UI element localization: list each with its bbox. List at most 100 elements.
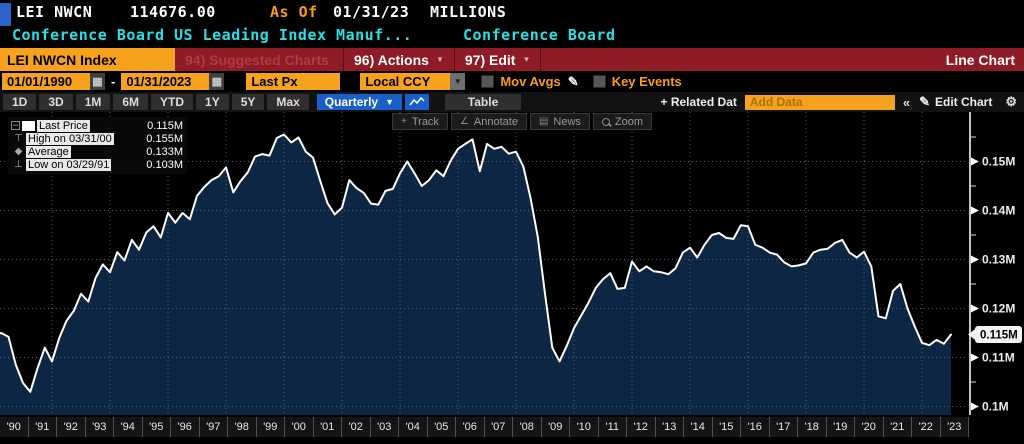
y-axis-tick-arrow: [971, 255, 979, 264]
high-marker-icon: ⊤: [14, 133, 23, 144]
chevron-down-icon: ▼: [522, 55, 531, 64]
date-from-input[interactable]: 01/01/1990: [2, 73, 90, 90]
key-events-checkbox[interactable]: [592, 75, 606, 88]
news-label: News: [553, 115, 581, 128]
legend-label: High on 03/31/00: [26, 132, 114, 145]
track-label: Track: [411, 115, 439, 128]
y-axis-tick-arrow: [971, 304, 979, 313]
x-axis-year-label: '16: [741, 417, 770, 437]
y-axis-tick-arrow: [971, 157, 979, 166]
legend-value: 0.115M: [147, 119, 183, 132]
gear-icon[interactable]: ⚙: [1005, 94, 1017, 109]
calendar-icon[interactable]: ▦: [209, 73, 225, 90]
currency-select[interactable]: Local CCY: [360, 73, 451, 90]
key-events-label: Key Events: [611, 74, 682, 89]
suggested-charts-menu[interactable]: 94) Suggested Charts: [175, 48, 344, 71]
range-button-1m[interactable]: 1M: [75, 94, 111, 110]
zoom-button[interactable]: Zoom: [592, 113, 653, 130]
pencil-icon: ✎: [919, 94, 930, 109]
x-axis: '90'91'92'93'94'95'96'97'98'99'00'01'02 '…: [0, 417, 969, 437]
x-axis-year-label: '23: [940, 417, 969, 437]
data-source: Conference Board: [463, 26, 616, 44]
period-value: Quarterly: [324, 95, 379, 109]
calendar-glyph: ▦: [211, 76, 223, 88]
period-select[interactable]: Quarterly ▼: [316, 94, 403, 110]
range-button-5y[interactable]: 5Y: [231, 94, 265, 110]
security-header: LEI NWCN 114676.00 As Of 01/31/23 MILLIO…: [0, 0, 1024, 48]
collapse-panel-button[interactable]: «: [902, 94, 911, 110]
date-range-separator: -: [111, 74, 116, 89]
date-to-input[interactable]: 01/31/2023: [121, 73, 210, 90]
as-of-date: 01/31/23: [333, 3, 410, 21]
legend-row-low[interactable]: ⊥ Low on 03/29/91 0.103M: [11, 158, 183, 171]
x-axis-year-label: '93: [85, 417, 114, 437]
y-axis-label: 0.13M: [982, 253, 1015, 267]
related-data-button[interactable]: + Related Dat: [660, 95, 737, 109]
currency-value: Local CCY: [365, 74, 431, 89]
chart-type-label: Line Chart: [945, 51, 1015, 68]
y-axis-tick-arrow: [971, 206, 979, 215]
range-button-1d[interactable]: 1D: [3, 94, 37, 110]
series-color-swatch: [22, 120, 35, 131]
range-button-max[interactable]: Max: [267, 94, 309, 110]
price-field-value: Last Px: [251, 74, 298, 89]
price-line: [0, 133, 952, 393]
average-marker-icon: ◆: [14, 146, 23, 157]
last-value: 114676.00: [130, 3, 216, 21]
last-price-bubble-arrow: [968, 328, 976, 341]
edit-chart-button[interactable]: ✎ Edit Chart: [919, 94, 992, 110]
edit-menu[interactable]: 97) Edit ▼: [455, 48, 542, 71]
suggested-charts-label: 94) Suggested Charts: [185, 51, 329, 68]
last-price-bubble-label: 0.115M: [980, 329, 1018, 341]
edit-chart-label: Edit Chart: [935, 95, 993, 109]
range-button-6m[interactable]: 6M: [113, 94, 149, 110]
y-axis-label: 0.1M: [982, 400, 1009, 414]
legend-value: 0.103M: [146, 158, 183, 171]
x-axis-year-label: '04: [399, 417, 428, 437]
legend-row-last-price[interactable]: − Last Price 0.115M: [11, 119, 183, 132]
low-marker-icon: ⊥: [14, 159, 23, 170]
zoom-label: Zoom: [614, 115, 644, 128]
calendar-glyph: ▦: [92, 76, 103, 88]
range-button-ytd[interactable]: YTD: [151, 94, 194, 110]
news-button[interactable]: ▤ News: [529, 113, 590, 130]
security-field[interactable]: LEI NWCN Index: [0, 48, 175, 71]
x-axis-year-label: '15: [712, 417, 741, 437]
chart-plot-area[interactable]: 0.15M 0.14M 0.13M 0.12M 0.11M 0.1M 0.115M − La…: [0, 112, 1024, 417]
chart-controls: 01/01/1990 ▦ - 01/31/2023 ▦ Last Px Loca…: [0, 71, 1024, 92]
add-data-input[interactable]: [744, 94, 895, 110]
x-axis-year-label: '09: [541, 417, 570, 437]
price-field-select[interactable]: Last Px: [246, 73, 341, 90]
legend-value: 0.133M: [146, 145, 183, 158]
annotate-button[interactable]: ∠ Annotate: [450, 113, 527, 130]
y-axis-tick-arrow: [971, 353, 979, 362]
range-button-3d[interactable]: 3D: [39, 94, 73, 110]
mov-avgs-checkbox[interactable]: [481, 75, 495, 88]
x-axis-year-label: '92: [57, 417, 86, 437]
track-button[interactable]: + Track: [392, 113, 448, 130]
chevron-down-icon: ▼: [385, 97, 395, 107]
legend-row-average[interactable]: ◆ Average 0.133M: [11, 145, 183, 158]
chevron-down-icon[interactable]: ▼: [450, 73, 466, 90]
date-from-value: 01/01/1990: [7, 74, 73, 89]
actions-label: 96) Actions: [354, 51, 429, 68]
calendar-icon[interactable]: ▦: [90, 73, 105, 90]
legend-row-high[interactable]: ⊤ High on 03/31/00 0.155M: [11, 132, 183, 145]
menubar: LEI NWCN Index 94) Suggested Charts 96) …: [0, 48, 1024, 71]
x-axis-year-label: '12: [627, 417, 656, 437]
collapse-tree-icon[interactable]: −: [11, 120, 20, 130]
legend-value: 0.155M: [146, 132, 183, 145]
bottom-filler: [0, 437, 1024, 444]
table-button[interactable]: Table: [445, 94, 522, 110]
pencil-icon[interactable]: ✎: [567, 73, 579, 89]
chart-toolbar: 1D 3D 1M 6M YTD 1Y 5Y Max Quarterly ▼ Ta…: [0, 92, 1024, 112]
news-icon: ▤: [538, 116, 549, 127]
y-axis-label: 0.14M: [982, 204, 1015, 218]
line-chart-type-button[interactable]: [405, 94, 430, 110]
y-axis-label: 0.15M: [982, 155, 1015, 169]
x-axis-year-label: '98: [228, 417, 257, 437]
actions-menu[interactable]: 96) Actions ▼: [344, 48, 455, 71]
x-axis-year-label: '02: [342, 417, 371, 437]
x-axis-year-label: '95: [142, 417, 171, 437]
range-button-1y[interactable]: 1Y: [196, 94, 229, 110]
